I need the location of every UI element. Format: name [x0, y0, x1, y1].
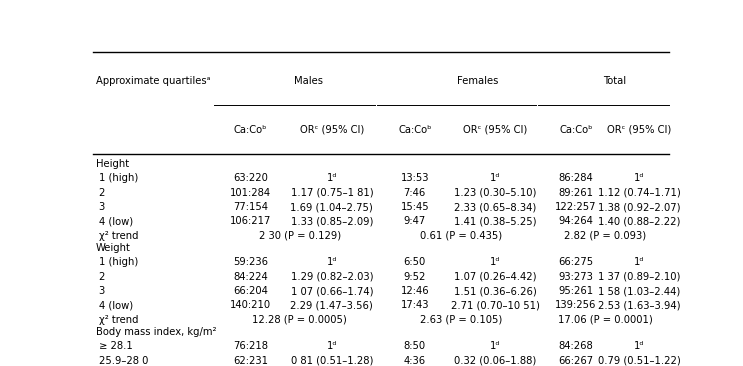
Text: Approximate quartilesᵃ: Approximate quartilesᵃ — [96, 75, 210, 86]
Text: ORᶜ (95% CI): ORᶜ (95% CI) — [607, 125, 672, 135]
Text: Females: Females — [456, 75, 498, 86]
Text: 1.33 (0.85–2.09): 1.33 (0.85–2.09) — [291, 216, 373, 227]
Text: 25.9–28 0: 25.9–28 0 — [99, 356, 148, 366]
Text: ORᶜ (95% CI): ORᶜ (95% CI) — [463, 125, 528, 135]
Text: 1 (high): 1 (high) — [99, 257, 138, 267]
Text: 9:52: 9:52 — [403, 272, 426, 282]
Text: Body mass index, kg/m²: Body mass index, kg/m² — [96, 327, 216, 337]
Text: 3: 3 — [99, 286, 105, 296]
Text: χ² trend: χ² trend — [99, 315, 138, 325]
Text: 62:231: 62:231 — [233, 356, 268, 366]
Text: Males: Males — [294, 75, 323, 86]
Text: 4 (low): 4 (low) — [99, 216, 133, 227]
Text: 3: 3 — [99, 202, 105, 212]
Text: 63:220: 63:220 — [233, 173, 268, 183]
Text: 2: 2 — [99, 272, 105, 282]
Text: 89:261: 89:261 — [559, 188, 594, 198]
Text: 1.12 (0.74–1.71): 1.12 (0.74–1.71) — [598, 188, 681, 198]
Text: 12.28 (P = 0.0005): 12.28 (P = 0.0005) — [252, 315, 347, 325]
Text: 66:267: 66:267 — [559, 356, 594, 366]
Text: χ² trend: χ² trend — [99, 231, 138, 241]
Text: 77:154: 77:154 — [233, 202, 268, 212]
Text: 1.23 (0.30–5.10): 1.23 (0.30–5.10) — [454, 188, 536, 198]
Text: 66:275: 66:275 — [559, 257, 594, 267]
Text: 1ᵈ: 1ᵈ — [634, 341, 645, 351]
Text: 2.63 (P = 0.105): 2.63 (P = 0.105) — [421, 315, 502, 325]
Text: 1ᵈ: 1ᵈ — [634, 257, 645, 267]
Text: 1 58 (1.03–2.44): 1 58 (1.03–2.44) — [598, 286, 681, 296]
Text: Total: Total — [603, 75, 626, 86]
Text: 0 81 (0.51–1.28): 0 81 (0.51–1.28) — [291, 356, 373, 366]
Text: 1ᵈ: 1ᵈ — [327, 341, 337, 351]
Text: 122:257: 122:257 — [555, 202, 597, 212]
Text: 1 07 (0.66–1.74): 1 07 (0.66–1.74) — [291, 286, 373, 296]
Text: Ca:Coᵇ: Ca:Coᵇ — [559, 125, 593, 135]
Text: 1.07 (0.26–4.42): 1.07 (0.26–4.42) — [454, 272, 536, 282]
Text: 2: 2 — [99, 188, 105, 198]
Text: Height: Height — [96, 159, 129, 169]
Text: 94:264: 94:264 — [559, 216, 594, 227]
Text: 1ᵈ: 1ᵈ — [490, 173, 501, 183]
Text: 6:50: 6:50 — [403, 257, 426, 267]
Text: 76:218: 76:218 — [233, 341, 268, 351]
Text: 0.61 (P = 0.435): 0.61 (P = 0.435) — [421, 231, 502, 241]
Text: 1ᵈ: 1ᵈ — [327, 173, 337, 183]
Text: 13:53: 13:53 — [400, 173, 429, 183]
Text: 1ᵈ: 1ᵈ — [327, 257, 337, 267]
Text: 0.79 (0.51–1.22): 0.79 (0.51–1.22) — [598, 356, 681, 366]
Text: 1ᵈ: 1ᵈ — [634, 173, 645, 183]
Text: ≥ 28.1: ≥ 28.1 — [99, 341, 132, 351]
Text: 1 37 (0.89–2.10): 1 37 (0.89–2.10) — [598, 272, 681, 282]
Text: 140:210: 140:210 — [230, 300, 271, 310]
Text: 1.29 (0.82–2.03): 1.29 (0.82–2.03) — [291, 272, 373, 282]
Text: 1ᵈ: 1ᵈ — [490, 341, 501, 351]
Text: 12:46: 12:46 — [400, 286, 429, 296]
Text: Ca:Coᵇ: Ca:Coᵇ — [398, 125, 432, 135]
Text: 1 (high): 1 (high) — [99, 173, 138, 183]
Text: Weight: Weight — [96, 243, 131, 253]
Text: 84:268: 84:268 — [559, 341, 594, 351]
Text: 1.41 (0.38–5.25): 1.41 (0.38–5.25) — [454, 216, 536, 227]
Text: 17.06 (P = 0.0001): 17.06 (P = 0.0001) — [558, 315, 653, 325]
Text: 101:284: 101:284 — [230, 188, 271, 198]
Text: 59:236: 59:236 — [233, 257, 268, 267]
Text: 4:36: 4:36 — [403, 356, 426, 366]
Text: 1.40 (0.88–2.22): 1.40 (0.88–2.22) — [598, 216, 681, 227]
Text: 2.53 (1.63–3.94): 2.53 (1.63–3.94) — [598, 300, 681, 310]
Text: Ca:Coᵇ: Ca:Coᵇ — [234, 125, 267, 135]
Text: 7:46: 7:46 — [403, 188, 426, 198]
Text: 66:204: 66:204 — [233, 286, 268, 296]
Text: 2.33 (0.65–8.34): 2.33 (0.65–8.34) — [454, 202, 536, 212]
Text: 95:261: 95:261 — [559, 286, 594, 296]
Text: 106:217: 106:217 — [230, 216, 271, 227]
Text: 2.82 (P = 0.093): 2.82 (P = 0.093) — [564, 231, 646, 241]
Text: 1.38 (0.92–2.07): 1.38 (0.92–2.07) — [598, 202, 681, 212]
Text: 93:273: 93:273 — [559, 272, 594, 282]
Text: 8:50: 8:50 — [403, 341, 426, 351]
Text: 17:43: 17:43 — [400, 300, 429, 310]
Text: 1ᵈ: 1ᵈ — [490, 257, 501, 267]
Text: 1.69 (1.04–2.75): 1.69 (1.04–2.75) — [291, 202, 373, 212]
Text: 2.71 (0.70–10 51): 2.71 (0.70–10 51) — [451, 300, 540, 310]
Text: 0.32 (0.06–1.88): 0.32 (0.06–1.88) — [454, 356, 536, 366]
Text: 84:224: 84:224 — [233, 272, 268, 282]
Text: 15:45: 15:45 — [400, 202, 429, 212]
Text: 139:256: 139:256 — [555, 300, 597, 310]
Text: 9:47: 9:47 — [403, 216, 426, 227]
Text: 1.51 (0.36–6.26): 1.51 (0.36–6.26) — [454, 286, 536, 296]
Text: 4 (low): 4 (low) — [99, 300, 133, 310]
Text: ORᶜ (95% CI): ORᶜ (95% CI) — [299, 125, 364, 135]
Text: 86:284: 86:284 — [559, 173, 594, 183]
Text: 1.17 (0.75–1 81): 1.17 (0.75–1 81) — [291, 188, 373, 198]
Text: 2 30 (P = 0.129): 2 30 (P = 0.129) — [259, 231, 340, 241]
Text: 2.29 (1.47–3.56): 2.29 (1.47–3.56) — [291, 300, 373, 310]
